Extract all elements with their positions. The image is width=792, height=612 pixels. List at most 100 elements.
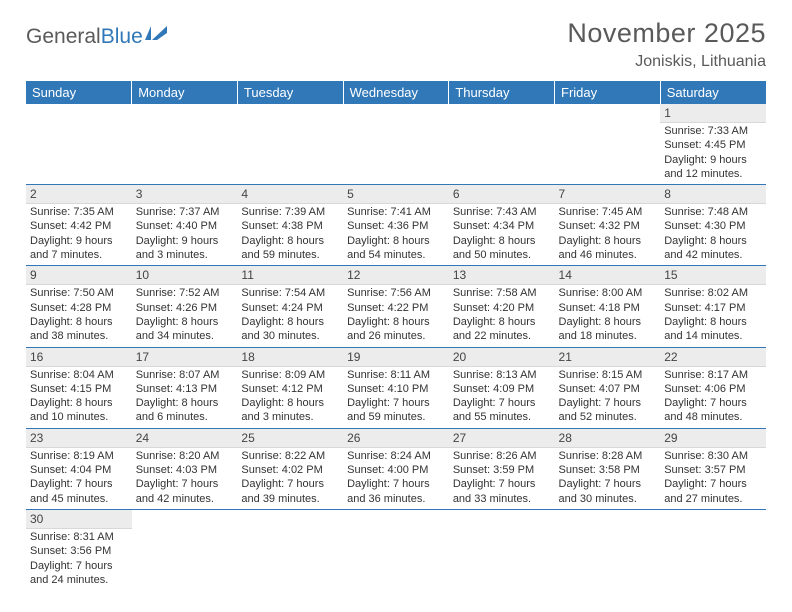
calendar-empty-cell [343, 104, 449, 185]
day-number: 30 [26, 510, 132, 529]
day-number: 5 [343, 185, 449, 204]
day-data: Sunrise: 8:20 AMSunset: 4:03 PMDaylight:… [132, 448, 238, 509]
calendar-day-cell: 23Sunrise: 8:19 AMSunset: 4:04 PMDayligh… [26, 428, 132, 509]
calendar-empty-cell [132, 104, 238, 185]
calendar-week-row: 23Sunrise: 8:19 AMSunset: 4:04 PMDayligh… [26, 428, 766, 509]
calendar-day-cell: 17Sunrise: 8:07 AMSunset: 4:13 PMDayligh… [132, 347, 238, 428]
calendar-header-row: SundayMondayTuesdayWednesdayThursdayFrid… [26, 81, 766, 104]
day-data: Sunrise: 7:35 AMSunset: 4:42 PMDaylight:… [26, 204, 132, 265]
day-number: 7 [555, 185, 661, 204]
title-block: November 2025 Joniskis, Lithuania [567, 18, 766, 71]
day-number: 26 [343, 429, 449, 448]
calendar-day-cell: 8Sunrise: 7:48 AMSunset: 4:30 PMDaylight… [660, 185, 766, 266]
calendar-empty-cell [555, 104, 661, 185]
calendar-empty-cell [449, 509, 555, 590]
day-number: 14 [555, 266, 661, 285]
day-number: 1 [660, 104, 766, 123]
calendar-empty-cell [555, 509, 661, 590]
calendar-day-cell: 4Sunrise: 7:39 AMSunset: 4:38 PMDaylight… [237, 185, 343, 266]
calendar-week-row: 16Sunrise: 8:04 AMSunset: 4:15 PMDayligh… [26, 347, 766, 428]
day-number: 9 [26, 266, 132, 285]
day-data: Sunrise: 8:22 AMSunset: 4:02 PMDaylight:… [237, 448, 343, 509]
weekday-header: Monday [132, 81, 238, 104]
calendar-day-cell: 1Sunrise: 7:33 AMSunset: 4:45 PMDaylight… [660, 104, 766, 185]
calendar-week-row: 2Sunrise: 7:35 AMSunset: 4:42 PMDaylight… [26, 185, 766, 266]
calendar-day-cell: 3Sunrise: 7:37 AMSunset: 4:40 PMDaylight… [132, 185, 238, 266]
calendar-day-cell: 21Sunrise: 8:15 AMSunset: 4:07 PMDayligh… [555, 347, 661, 428]
day-data: Sunrise: 8:19 AMSunset: 4:04 PMDaylight:… [26, 448, 132, 509]
day-number: 25 [237, 429, 343, 448]
calendar-empty-cell [132, 509, 238, 590]
day-number: 23 [26, 429, 132, 448]
calendar-body: 1Sunrise: 7:33 AMSunset: 4:45 PMDaylight… [26, 104, 766, 590]
calendar-day-cell: 11Sunrise: 7:54 AMSunset: 4:24 PMDayligh… [237, 266, 343, 347]
day-number: 15 [660, 266, 766, 285]
day-number: 18 [237, 348, 343, 367]
day-number: 12 [343, 266, 449, 285]
calendar-day-cell: 24Sunrise: 8:20 AMSunset: 4:03 PMDayligh… [132, 428, 238, 509]
calendar-day-cell: 16Sunrise: 8:04 AMSunset: 4:15 PMDayligh… [26, 347, 132, 428]
day-data: Sunrise: 8:13 AMSunset: 4:09 PMDaylight:… [449, 367, 555, 428]
day-data: Sunrise: 7:48 AMSunset: 4:30 PMDaylight:… [660, 204, 766, 265]
weekday-header: Thursday [449, 81, 555, 104]
day-number: 6 [449, 185, 555, 204]
weekday-header: Sunday [26, 81, 132, 104]
day-number: 16 [26, 348, 132, 367]
day-data: Sunrise: 7:56 AMSunset: 4:22 PMDaylight:… [343, 285, 449, 346]
calendar-empty-cell [660, 509, 766, 590]
day-number: 29 [660, 429, 766, 448]
calendar-day-cell: 13Sunrise: 7:58 AMSunset: 4:20 PMDayligh… [449, 266, 555, 347]
calendar-page: GeneralBlue November 2025 Joniskis, Lith… [0, 0, 792, 590]
day-data: Sunrise: 8:24 AMSunset: 4:00 PMDaylight:… [343, 448, 449, 509]
calendar-day-cell: 28Sunrise: 8:28 AMSunset: 3:58 PMDayligh… [555, 428, 661, 509]
day-data: Sunrise: 8:17 AMSunset: 4:06 PMDaylight:… [660, 367, 766, 428]
day-number: 27 [449, 429, 555, 448]
day-number: 4 [237, 185, 343, 204]
location: Joniskis, Lithuania [567, 53, 766, 71]
day-data: Sunrise: 8:02 AMSunset: 4:17 PMDaylight:… [660, 285, 766, 346]
weekday-header: Tuesday [237, 81, 343, 104]
calendar-empty-cell [237, 104, 343, 185]
day-data: Sunrise: 8:15 AMSunset: 4:07 PMDaylight:… [555, 367, 661, 428]
day-number: 13 [449, 266, 555, 285]
day-data: Sunrise: 7:37 AMSunset: 4:40 PMDaylight:… [132, 204, 238, 265]
day-number: 2 [26, 185, 132, 204]
calendar-day-cell: 18Sunrise: 8:09 AMSunset: 4:12 PMDayligh… [237, 347, 343, 428]
day-data: Sunrise: 7:39 AMSunset: 4:38 PMDaylight:… [237, 204, 343, 265]
day-number: 17 [132, 348, 238, 367]
logo: GeneralBlue [26, 18, 167, 50]
day-data: Sunrise: 8:04 AMSunset: 4:15 PMDaylight:… [26, 367, 132, 428]
day-number: 20 [449, 348, 555, 367]
calendar-week-row: 1Sunrise: 7:33 AMSunset: 4:45 PMDaylight… [26, 104, 766, 185]
weekday-header: Saturday [660, 81, 766, 104]
day-number: 21 [555, 348, 661, 367]
day-data: Sunrise: 8:09 AMSunset: 4:12 PMDaylight:… [237, 367, 343, 428]
day-number: 11 [237, 266, 343, 285]
calendar-day-cell: 19Sunrise: 8:11 AMSunset: 4:10 PMDayligh… [343, 347, 449, 428]
calendar-table: SundayMondayTuesdayWednesdayThursdayFrid… [26, 81, 766, 590]
day-data: Sunrise: 7:33 AMSunset: 4:45 PMDaylight:… [660, 123, 766, 184]
day-data: Sunrise: 8:07 AMSunset: 4:13 PMDaylight:… [132, 367, 238, 428]
day-data: Sunrise: 7:52 AMSunset: 4:26 PMDaylight:… [132, 285, 238, 346]
day-number: 3 [132, 185, 238, 204]
day-number: 22 [660, 348, 766, 367]
logo-text-1: General [26, 25, 101, 49]
day-data: Sunrise: 7:54 AMSunset: 4:24 PMDaylight:… [237, 285, 343, 346]
calendar-day-cell: 30Sunrise: 8:31 AMSunset: 3:56 PMDayligh… [26, 509, 132, 590]
calendar-day-cell: 7Sunrise: 7:45 AMSunset: 4:32 PMDaylight… [555, 185, 661, 266]
day-data: Sunrise: 7:45 AMSunset: 4:32 PMDaylight:… [555, 204, 661, 265]
calendar-day-cell: 5Sunrise: 7:41 AMSunset: 4:36 PMDaylight… [343, 185, 449, 266]
header: GeneralBlue November 2025 Joniskis, Lith… [26, 18, 766, 71]
day-data: Sunrise: 8:31 AMSunset: 3:56 PMDaylight:… [26, 529, 132, 590]
weekday-header: Friday [555, 81, 661, 104]
calendar-empty-cell [449, 104, 555, 185]
day-number: 28 [555, 429, 661, 448]
day-data: Sunrise: 8:11 AMSunset: 4:10 PMDaylight:… [343, 367, 449, 428]
day-data: Sunrise: 8:28 AMSunset: 3:58 PMDaylight:… [555, 448, 661, 509]
calendar-empty-cell [237, 509, 343, 590]
calendar-empty-cell [343, 509, 449, 590]
day-number: 10 [132, 266, 238, 285]
day-data: Sunrise: 7:43 AMSunset: 4:34 PMDaylight:… [449, 204, 555, 265]
calendar-week-row: 30Sunrise: 8:31 AMSunset: 3:56 PMDayligh… [26, 509, 766, 590]
flag-icon [145, 24, 167, 40]
